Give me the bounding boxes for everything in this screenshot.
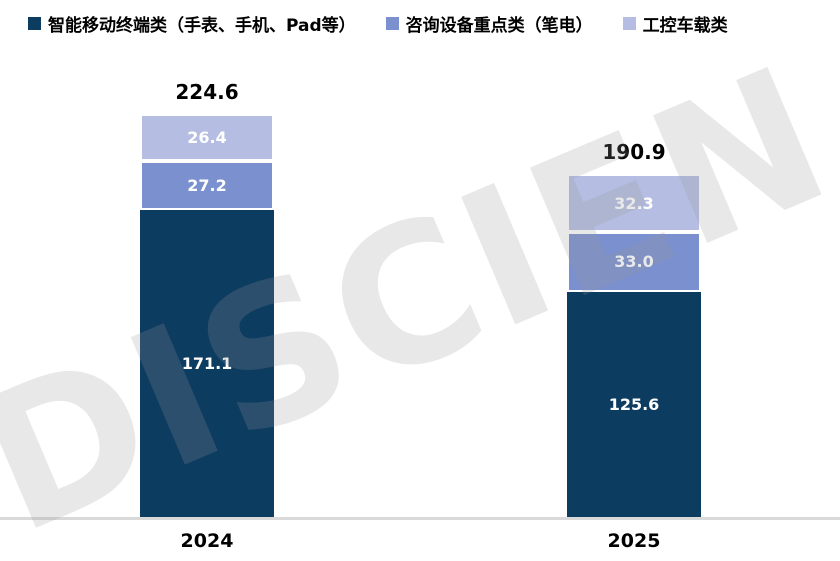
legend-label-smart-mobile-terminals: 智能移动终端类（手表、手机、Pad等） [48,16,356,36]
x-axis-line [0,517,840,520]
bar-2025-segment-2-value: 32.3 [614,193,654,213]
bar-2024-segment-0-value: 171.1 [181,353,233,373]
bar-2024-segment-0: 171.1 [140,209,274,517]
bar-2025-segment-0-value: 125.6 [608,394,660,414]
bar-2025-total-value: 190.9 [602,140,666,165]
legend: 智能移动终端类（手表、手机、Pad等） 咨询设备重点类（笔电） 工控车载类 [28,11,728,36]
x-axis-label-2025: 2025 [607,530,661,552]
legend-marker-smart-mobile-terminals-icon [28,17,41,30]
legend-marker-it-devices-icon [385,17,399,30]
legend-item-smart-mobile-terminals: 智能移动终端类（手表、手机、Pad等） [28,11,356,36]
bar-2025-segment-1-value: 33.0 [614,252,654,272]
bar-2025-segment-2: 32.3 [567,174,701,233]
legend-label-it-devices: 咨询设备重点类（笔电） [405,16,593,36]
bar-2024-segment-1: 27.2 [140,161,274,210]
bar-2025-segment-1: 33.0 [567,232,701,292]
bar-2024-segment-1-value: 27.2 [187,175,227,195]
legend-item-industrial-vehicle: 工控车载类 [622,11,728,36]
legend-item-it-devices: 咨询设备重点类（笔电） [385,11,593,36]
legend-marker-industrial-vehicle-icon [622,17,636,30]
legend-label-industrial-vehicle: 工控车载类 [642,16,728,36]
bar-2024-segment-2-value: 26.4 [187,127,227,147]
bar-2024-total-value: 224.6 [175,79,239,104]
bar-2025-segment-0: 125.6 [567,291,701,517]
x-axis-label-2024: 2024 [180,530,234,552]
bar-2024-segment-2: 26.4 [140,113,274,162]
